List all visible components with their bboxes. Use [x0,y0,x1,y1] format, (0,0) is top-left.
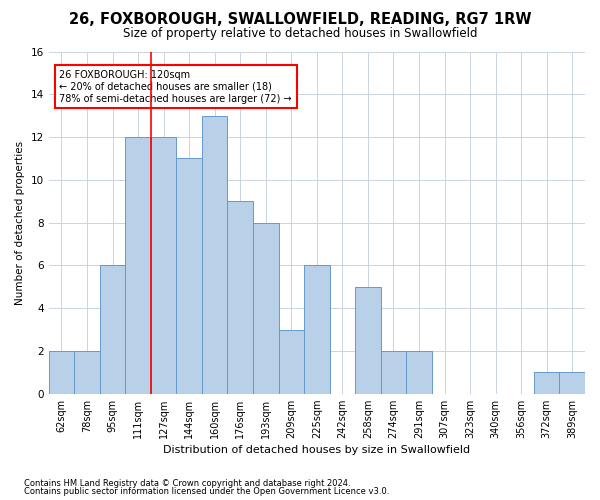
Bar [100,266,125,394]
Text: Contains HM Land Registry data © Crown copyright and database right 2024.: Contains HM Land Registry data © Crown c… [24,478,350,488]
Bar [304,266,329,394]
Bar [278,330,304,394]
Text: 26, FOXBOROUGH, SWALLOWFIELD, READING, RG7 1RW: 26, FOXBOROUGH, SWALLOWFIELD, READING, R… [69,12,531,28]
Text: Size of property relative to detached houses in Swallowfield: Size of property relative to detached ho… [123,28,477,40]
Y-axis label: Number of detached properties: Number of detached properties [15,140,25,304]
X-axis label: Distribution of detached houses by size in Swallowfield: Distribution of detached houses by size … [163,445,470,455]
Bar [380,351,406,394]
Bar [534,372,559,394]
Bar [202,116,227,394]
Bar [406,351,432,394]
Bar [125,137,151,394]
Text: Contains public sector information licensed under the Open Government Licence v3: Contains public sector information licen… [24,487,389,496]
Bar [151,137,176,394]
Bar [74,351,100,394]
Bar [176,158,202,394]
Bar [227,201,253,394]
Bar [49,351,74,394]
Bar [253,222,278,394]
Text: 26 FOXBOROUGH: 120sqm
← 20% of detached houses are smaller (18)
78% of semi-deta: 26 FOXBOROUGH: 120sqm ← 20% of detached … [59,70,292,104]
Bar [355,287,380,394]
Bar [559,372,585,394]
